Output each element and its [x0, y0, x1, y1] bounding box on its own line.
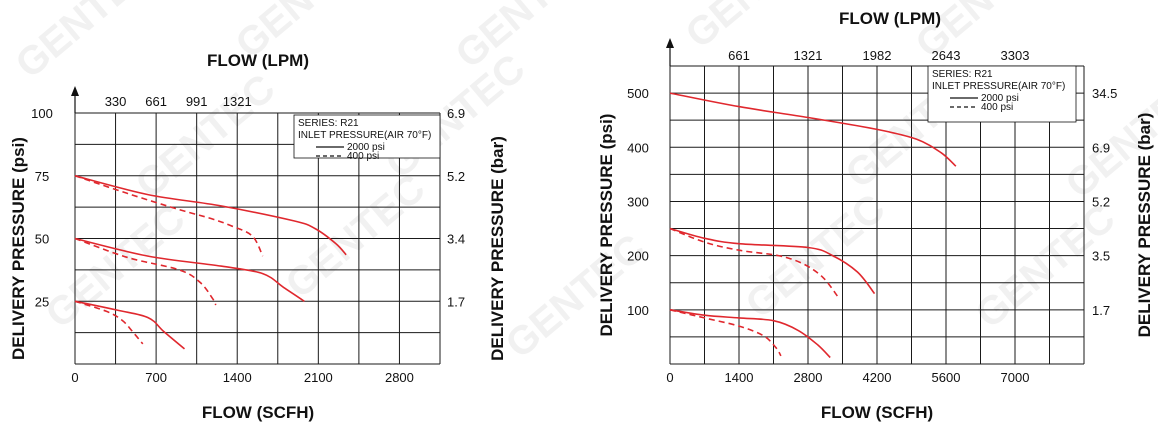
y-tick-label: 200: [627, 249, 649, 264]
right-tick-label: 5.2: [447, 169, 465, 184]
legend-inlet: INLET PRESSURE(AIR 70°F): [932, 81, 1065, 92]
x-axis-title: FLOW (SCFH): [202, 403, 314, 422]
watermark-text: GENTEC: [498, 226, 654, 367]
x-tick-label: 1400: [725, 370, 754, 385]
series-line-2000psi: [74, 237, 305, 302]
x-tick-label: 0: [71, 370, 78, 385]
series-line-400psi: [669, 227, 839, 297]
top-tick-label: 991: [186, 94, 208, 109]
series-group: [669, 92, 957, 359]
watermark-text: GENTEC: [738, 186, 894, 327]
y-tick-label: 100: [627, 303, 649, 318]
y-axis-title-right: DELIVERY PRESSURE (bar): [488, 136, 507, 361]
series-line-2000psi: [74, 300, 186, 350]
y-tick-label: 400: [627, 140, 649, 155]
y-tick-label: 50: [35, 232, 49, 247]
legend-box: [293, 114, 441, 159]
watermark-text: GENTEC: [128, 66, 284, 207]
series-line-2000psi: [669, 227, 876, 295]
y-axis-title-right: DELIVERY PRESSURE (bar): [1135, 113, 1154, 338]
top-tick-label: 3303: [1001, 48, 1030, 63]
right-tick-label: 6.9: [1092, 140, 1110, 155]
right-tick-label: 1.7: [447, 294, 465, 309]
top-tick-label: 661: [728, 48, 750, 63]
x-axis-title: FLOW (SCFH): [821, 403, 933, 422]
series-line-2000psi: [74, 175, 347, 256]
y-tick-label: 100: [31, 106, 53, 121]
top-tick-label: 330: [105, 94, 127, 109]
series-line-400psi: [74, 300, 144, 345]
top-tick-label: 1982: [863, 48, 892, 63]
series-line-400psi: [669, 309, 782, 357]
series-group: [74, 175, 347, 350]
legend-series: SERIES: R21: [298, 118, 359, 129]
series-line-2000psi: [669, 309, 831, 359]
y-tick-label: 25: [35, 294, 49, 309]
y-axis-title: DELIVERY PRESSURE (psi): [9, 137, 28, 360]
series-line-2000psi: [669, 92, 957, 167]
watermark-text: GENTEC: [448, 0, 604, 77]
legend-entry-dashed: 400 psi: [347, 151, 379, 162]
top-axis-title: FLOW (LPM): [839, 9, 941, 28]
legend-entry-solid: 2000 psi: [981, 93, 1019, 104]
watermark-text: GENTEC: [8, 0, 164, 87]
legend-inlet: INLET PRESSURE(AIR 70°F): [298, 130, 431, 141]
legend-box: [927, 65, 1077, 123]
y-tick-label: 75: [35, 169, 49, 184]
watermark-text: GENTEC: [278, 166, 434, 307]
series-line-400psi: [74, 237, 217, 306]
right-tick-label: 3.5: [1092, 249, 1110, 264]
y-tick-label: 300: [627, 194, 649, 209]
y-tick-label: 500: [627, 86, 649, 101]
x-tick-label: 4200: [863, 370, 892, 385]
y-axis-title: DELIVERY PRESSURE (psi): [597, 114, 616, 337]
chart-right: 0 1400 2800 4200 5600 7000 661 1321 1982 2643 3303…: [597, 9, 1154, 422]
y-axis-arrowhead: [71, 86, 79, 96]
top-tick-label: 661: [145, 94, 167, 109]
right-tick-label: 6.9: [447, 106, 465, 121]
right-tick-label: 3.4: [447, 232, 465, 247]
x-tick-label: 0: [666, 370, 673, 385]
x-tick-label: 5600: [932, 370, 961, 385]
x-tick-label: 700: [145, 370, 167, 385]
right-tick-label: 5.2: [1092, 194, 1110, 209]
x-tick-label: 2100: [304, 370, 333, 385]
x-tick-label: 1400: [223, 370, 252, 385]
chart-left: 0 700 1400 2100 2800 330 661 991 1321 25 50 75 100 1.…: [9, 51, 507, 422]
legend-series: SERIES: R21: [932, 69, 993, 80]
top-tick-label: 1321: [794, 48, 823, 63]
right-tick-label: 34.5: [1092, 86, 1117, 101]
series-line-400psi: [74, 175, 264, 257]
x-tick-label: 7000: [1001, 370, 1030, 385]
y-axis-arrowhead: [666, 38, 674, 48]
right-tick-label: 1.7: [1092, 303, 1110, 318]
top-tick-label: 1321: [223, 94, 252, 109]
top-tick-label: 2643: [932, 48, 961, 63]
x-tick-label: 2800: [385, 370, 414, 385]
legend-entry-solid: 2000 psi: [347, 142, 385, 153]
top-axis-title: FLOW (LPM): [207, 51, 309, 70]
x-tick-label: 2800: [794, 370, 823, 385]
legend-entry-dashed: 400 psi: [981, 102, 1013, 113]
